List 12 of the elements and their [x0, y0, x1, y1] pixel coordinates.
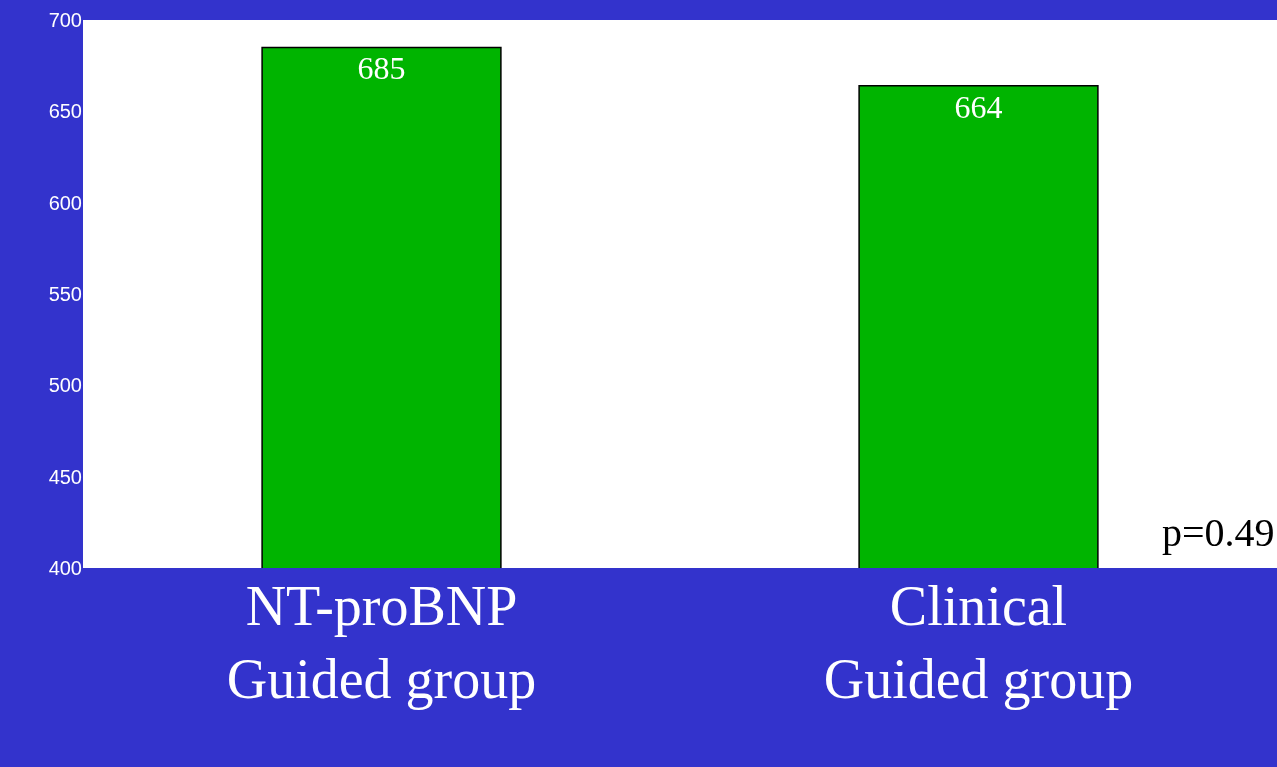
- annotation: p=0.49: [1162, 510, 1275, 555]
- x-tick-label: NT-proBNP Guided group: [226, 575, 537, 710]
- y-tick-label: 450: [48, 465, 82, 488]
- y-tick-label: 500: [48, 374, 82, 397]
- y-tick-label: 650: [48, 100, 82, 123]
- data-label: 685: [357, 50, 406, 87]
- y-tick-label: 550: [48, 283, 82, 305]
- y-tick-label: 400: [48, 557, 82, 579]
- y-tick-label: 700: [48, 9, 82, 31]
- x-tick-label: Clinical Guided group: [823, 575, 1134, 710]
- y-tick-label: 600: [48, 191, 82, 214]
- data-label: 664: [954, 88, 1003, 125]
